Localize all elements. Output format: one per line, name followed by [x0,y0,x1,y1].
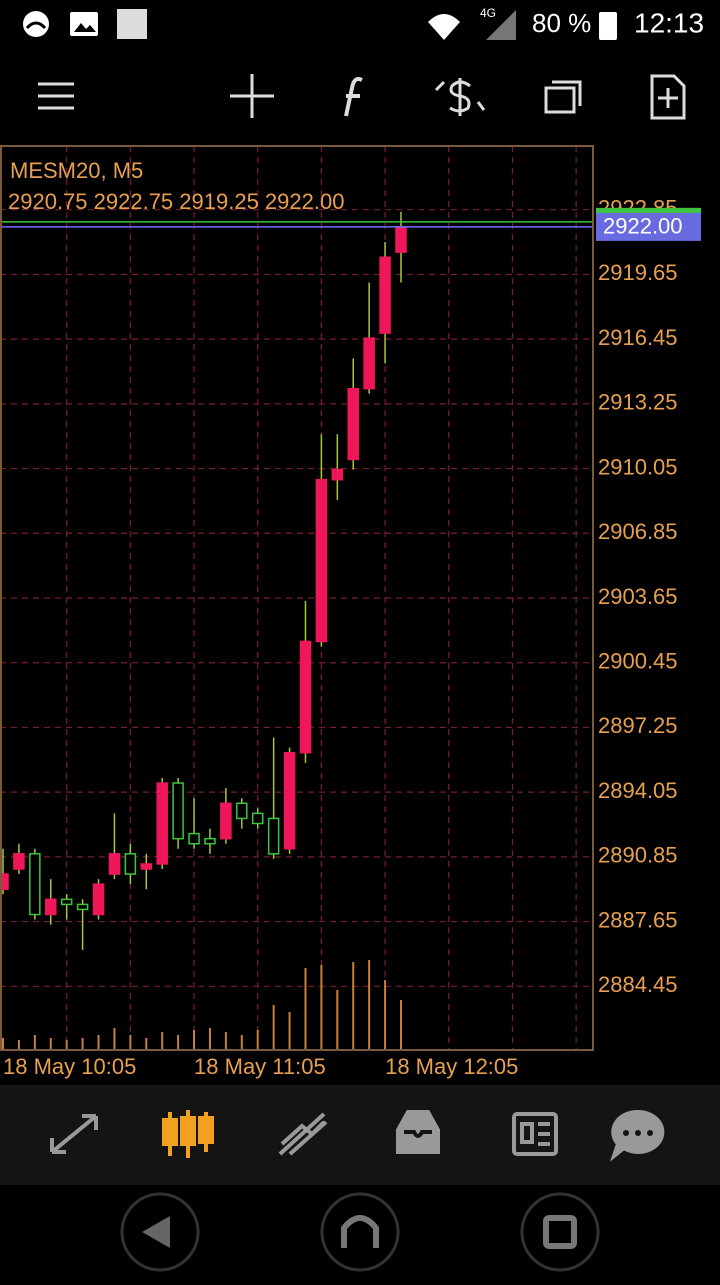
y-tick-label: 2884.45 [598,972,678,997]
news-tab[interactable] [512,1112,558,1156]
new-chart-button[interactable] [650,74,686,120]
x-tick-label: 18 May 12:05 [385,1054,518,1079]
candle-body [283,751,296,850]
candle-body [347,387,359,461]
x-tick-label: 18 May 11:05 [194,1054,326,1079]
battery-icon [599,12,617,40]
system-nav [120,1192,600,1272]
y-tick-label: 2900.45 [598,649,678,674]
candle-body [363,337,375,390]
signal-icon [486,10,516,40]
chart-tab[interactable] [162,1110,214,1158]
bottom-nav-icons [50,1109,665,1162]
candle-body [13,853,25,870]
candle-body [204,837,216,845]
x-tick-label: 18 May 10:05 [3,1054,136,1079]
back-button[interactable] [120,1192,200,1272]
y-tick-label: 2890.85 [598,843,678,868]
windows-button[interactable] [544,80,582,114]
battery-level: 80 % [532,8,591,38]
candle-body [315,478,328,643]
home-button[interactable] [320,1192,400,1272]
bid-label-box [596,212,701,241]
candle-body [251,812,264,825]
y-tick-label: 2894.05 [598,778,678,803]
y-tick-label: 2916.45 [598,325,678,350]
gallery-icon-mark [74,23,96,32]
network-type: 4G [480,6,496,20]
toolbar [38,74,686,120]
y-tick-label: 2906.85 [598,519,678,544]
y-tick-label: 2887.65 [598,907,678,932]
quotes-tab[interactable] [50,1114,98,1154]
menu-button[interactable] [38,82,74,110]
candle-body [331,468,344,481]
notification-icon [117,9,147,39]
ask-marker [596,207,701,214]
candle-body [140,863,153,870]
candle-body [220,802,232,840]
history-tab[interactable] [396,1110,440,1154]
clock: 12:13 [634,7,704,38]
candle-body [108,853,121,875]
plot-area [1,146,593,1049]
trade-button[interactable] [434,78,486,116]
candle-body [45,898,57,916]
ohlc-readout: 2920.75 2922.75 2919.25 2922.00 [8,189,344,214]
status-bar: 4G 80 % 12:13 [23,6,704,40]
app-icon-mark [25,21,47,30]
y-tick-label: 2919.65 [598,260,678,285]
bid-label: 2922.00 [603,214,683,239]
price-axis: 2884.45 2887.65 2890.85 2894.05 2897.25 2900.… [596,196,701,997]
candle-body [92,883,105,916]
candle-body [60,898,73,906]
y-tick-label: 2903.65 [598,584,678,609]
y-tick-label: 2910.05 [598,454,678,479]
bottom-nav [0,1085,720,1185]
candle-body [1,873,9,890]
candle-body [379,256,391,334]
y-tick-label: 2897.25 [598,713,678,738]
plot-border [0,145,594,1051]
candle-body [299,640,312,754]
candle-body [76,903,89,911]
candle-body [267,817,280,855]
chart-title: MESM20, M5 [10,158,143,183]
wifi-icon [428,14,460,40]
candle-body [172,782,184,840]
candle-body [188,832,200,845]
candle-body [29,853,41,916]
recents-button[interactable] [520,1192,600,1272]
messages-tab[interactable] [609,1109,665,1162]
candle-body [156,782,168,865]
candle-body [124,853,137,875]
candle-body [395,226,407,253]
indicators-button[interactable] [344,77,363,117]
trade-tab[interactable] [278,1112,328,1156]
candle-body [236,802,248,820]
crosshair-button[interactable] [230,74,274,118]
y-tick-label: 2913.25 [598,390,678,415]
gallery-icon [70,12,98,36]
